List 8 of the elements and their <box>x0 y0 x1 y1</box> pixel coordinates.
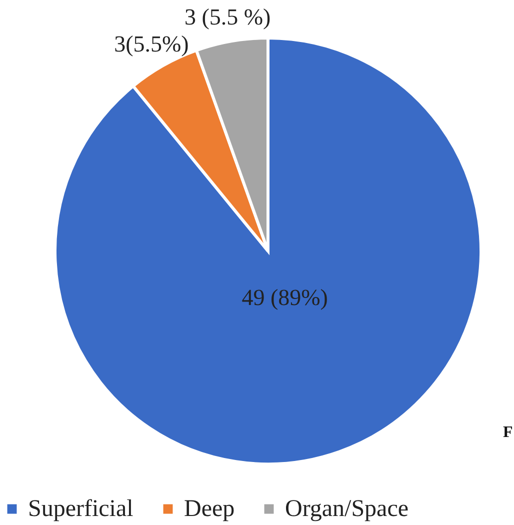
legend-label: Superficial <box>28 496 134 522</box>
data-label: 3 (5.5 %) <box>184 4 271 30</box>
data-label: 3(5.5%) <box>114 32 189 57</box>
text: F <box>503 424 513 441</box>
pie-slice <box>54 36 482 466</box>
data-label: 49 (89%) <box>242 285 328 310</box>
legend-label: Organ/Space <box>285 496 409 522</box>
legend-label: Deep <box>184 496 235 522</box>
